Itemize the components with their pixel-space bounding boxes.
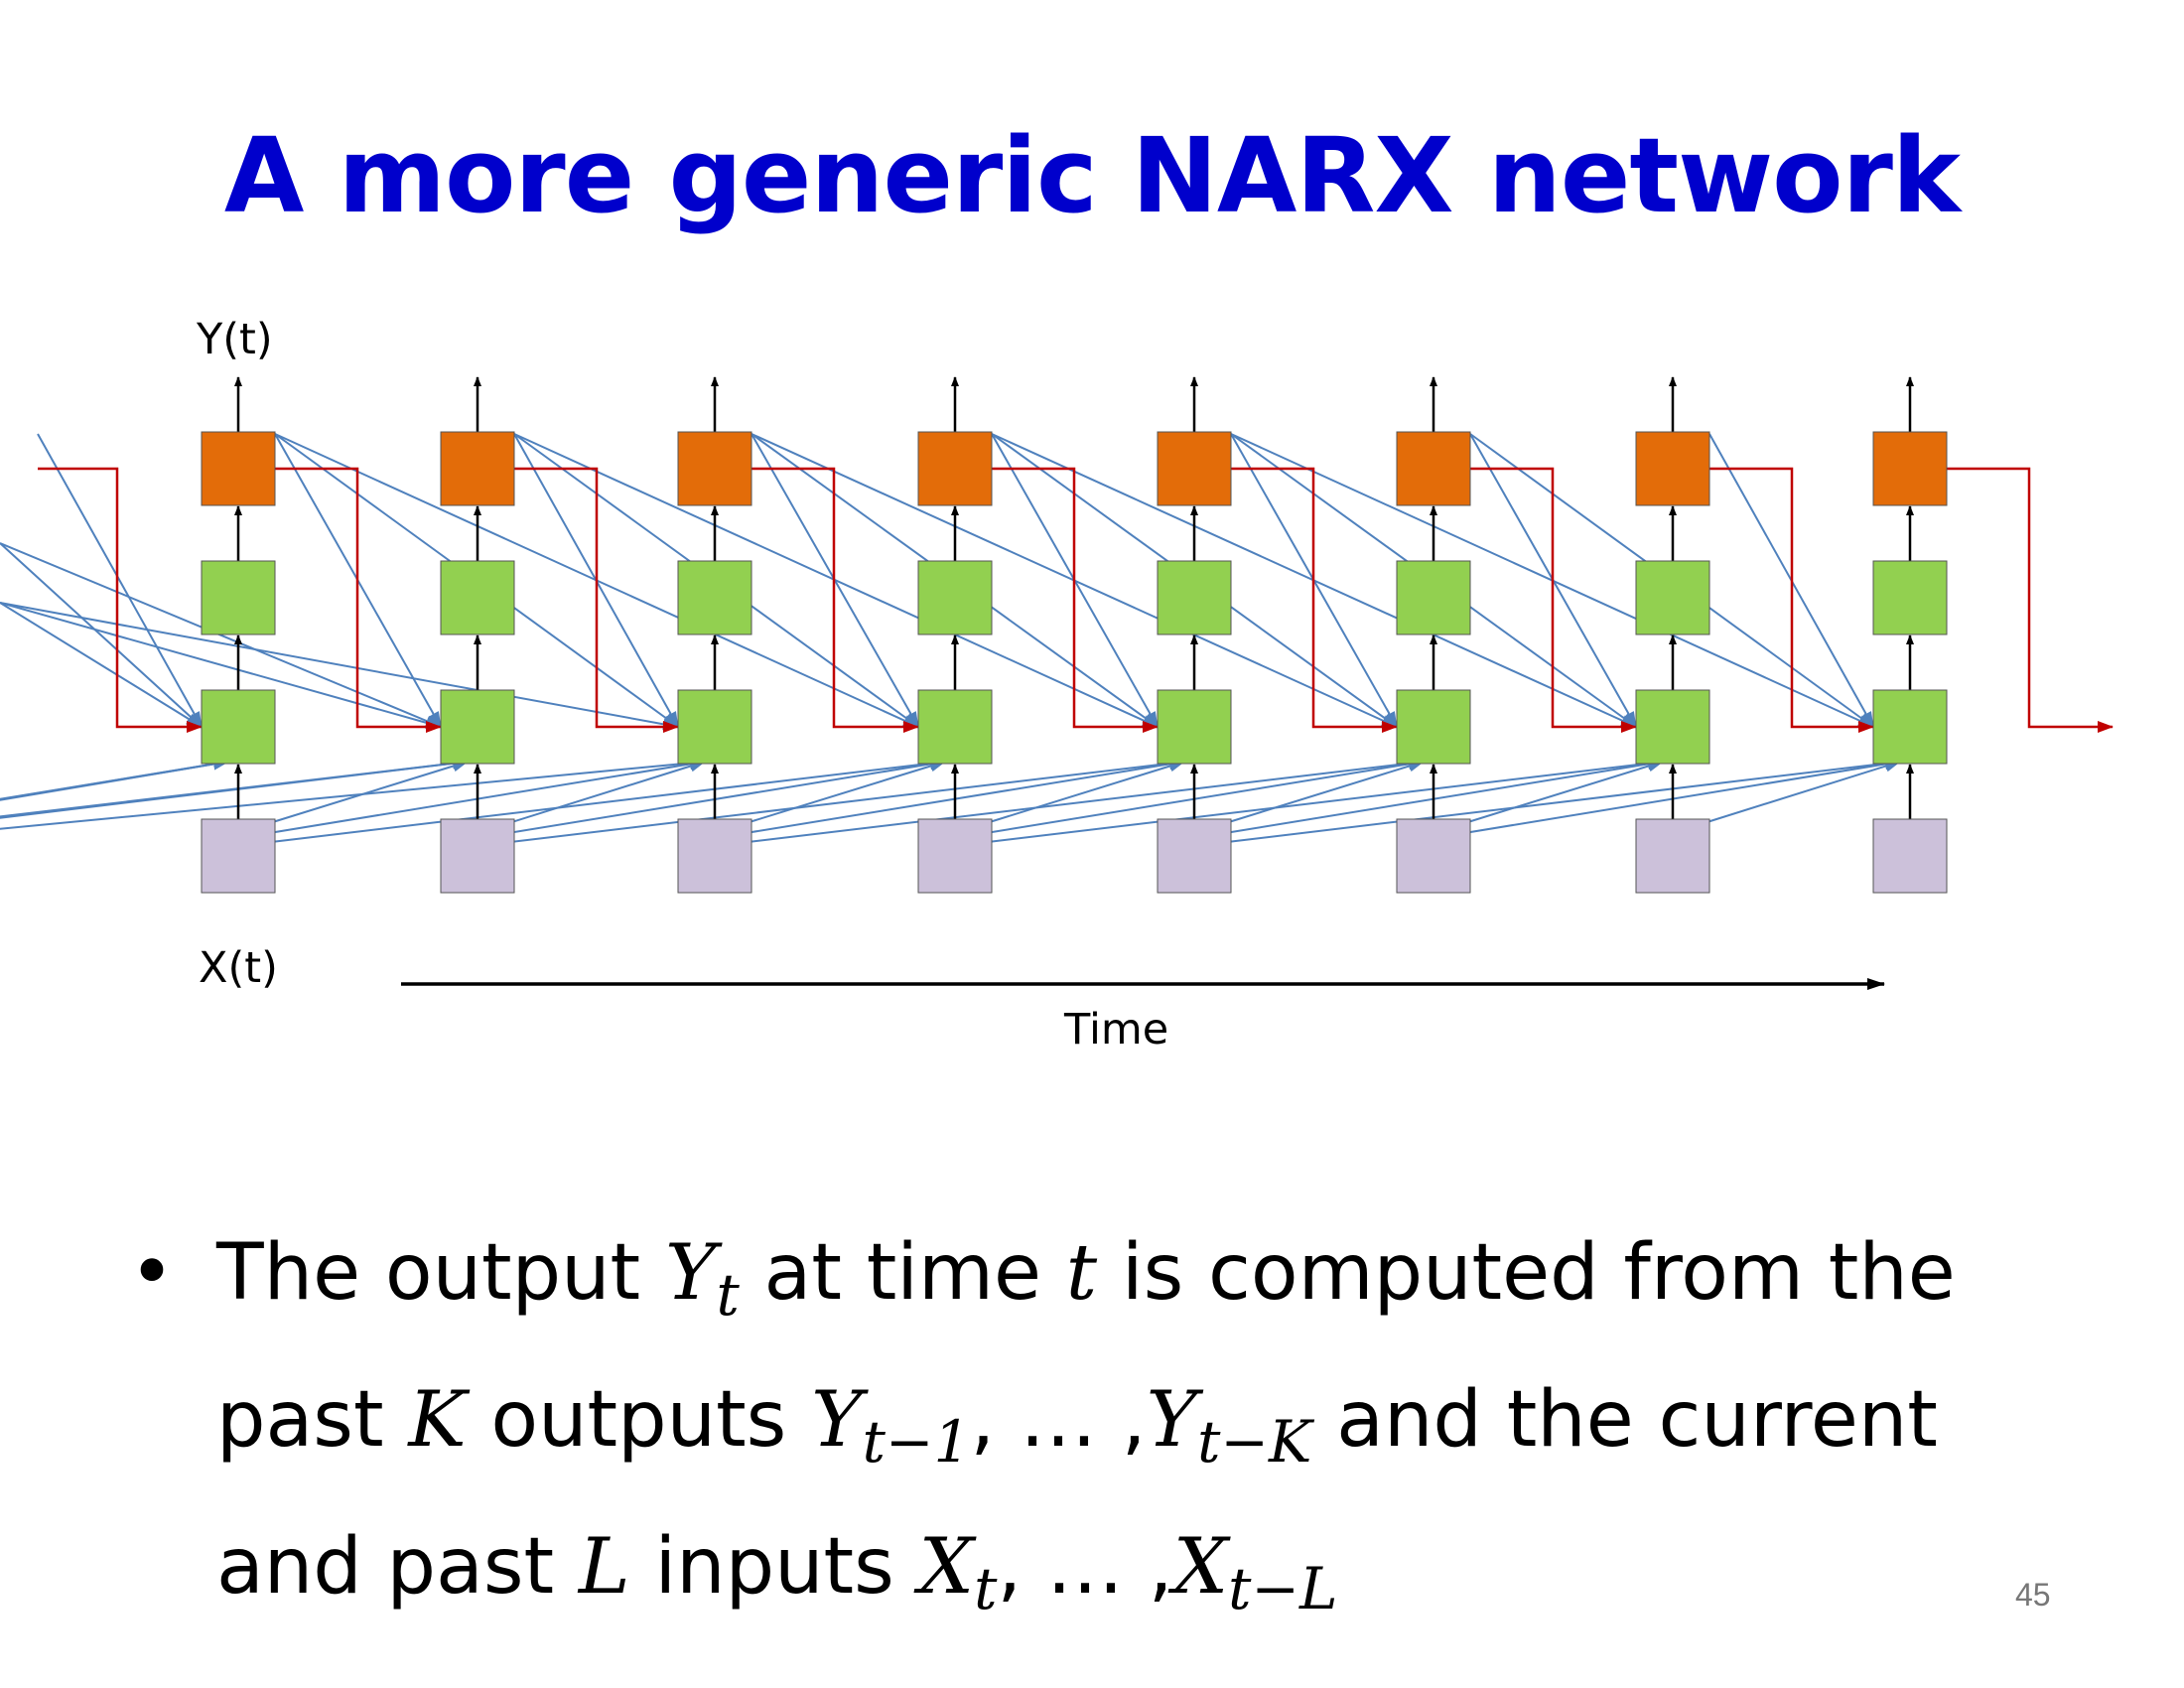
feedback-connection bbox=[1231, 467, 1398, 733]
output-node bbox=[1635, 431, 1710, 506]
output-node bbox=[1872, 431, 1948, 506]
hidden-node bbox=[201, 689, 276, 765]
hidden-node bbox=[677, 689, 752, 765]
bullet-item: The output Yt at time t is computed from… bbox=[129, 1199, 2105, 1640]
input-delay-connection bbox=[1457, 758, 1901, 835]
input-node bbox=[1872, 818, 1948, 894]
input-delay-connection bbox=[1218, 757, 1901, 844]
output-node bbox=[677, 431, 752, 506]
input-delay-connection bbox=[262, 757, 946, 844]
input-delay-connection bbox=[739, 758, 1185, 835]
output-delay-connection bbox=[0, 602, 203, 728]
hidden-node bbox=[1157, 560, 1232, 635]
input-delay-connection bbox=[262, 758, 706, 835]
output-label: Y(t) bbox=[197, 315, 273, 364]
page-title: A more generic NARX network bbox=[223, 115, 1961, 236]
output-node bbox=[201, 431, 276, 506]
input-delay-connection bbox=[0, 757, 706, 830]
input-delay-connection bbox=[501, 760, 706, 826]
feedback-connection bbox=[275, 467, 442, 733]
feedback-connection bbox=[1709, 467, 1874, 733]
input-node bbox=[917, 818, 993, 894]
hidden-node bbox=[917, 560, 993, 635]
input-delay-connection bbox=[739, 757, 1425, 844]
input-node bbox=[1635, 818, 1710, 894]
hidden-node bbox=[1396, 689, 1471, 765]
hidden-node bbox=[1872, 689, 1948, 765]
input-delay-connection bbox=[1218, 758, 1664, 835]
input-delay-connection bbox=[0, 758, 229, 800]
output-delay-connection bbox=[37, 433, 203, 728]
input-delay-connection bbox=[1697, 760, 1901, 826]
input-delay-connection bbox=[979, 760, 1185, 826]
feedback-connection bbox=[992, 467, 1159, 733]
input-node bbox=[677, 818, 752, 894]
output-node bbox=[440, 431, 515, 506]
output-delay-connection bbox=[0, 602, 442, 729]
feedback-connection bbox=[1947, 467, 2114, 733]
output-delay-connection bbox=[0, 542, 203, 728]
hidden-node bbox=[440, 560, 515, 635]
input-label: X(t) bbox=[199, 943, 278, 993]
input-node bbox=[201, 818, 276, 894]
input-delay-connection bbox=[739, 760, 946, 826]
feedback-connection bbox=[1470, 467, 1637, 733]
output-delay-connection bbox=[0, 602, 679, 731]
input-node bbox=[1157, 818, 1232, 894]
bullet-list: The output Yt at time t is computed from… bbox=[129, 1199, 2105, 1640]
hidden-node bbox=[1635, 689, 1710, 765]
feedback-connection bbox=[38, 467, 203, 733]
input-delay-connection bbox=[501, 757, 1185, 844]
hidden-node bbox=[440, 689, 515, 765]
input-delay-connection bbox=[501, 758, 946, 835]
hidden-node bbox=[1396, 560, 1471, 635]
hidden-node bbox=[1872, 560, 1948, 635]
input-delay-connection bbox=[0, 758, 229, 801]
output-node bbox=[917, 431, 993, 506]
input-delay-connection bbox=[1218, 760, 1425, 826]
output-node bbox=[1157, 431, 1232, 506]
input-delay-connection bbox=[0, 757, 469, 819]
input-node bbox=[440, 818, 515, 894]
hidden-node bbox=[1157, 689, 1232, 765]
output-delay-connection bbox=[513, 433, 1159, 728]
hidden-node bbox=[1635, 560, 1710, 635]
output-node bbox=[1396, 431, 1471, 506]
feedback-connection bbox=[514, 467, 679, 733]
feedback-connection bbox=[751, 467, 919, 733]
input-delay-connection bbox=[979, 757, 1664, 844]
input-node bbox=[1396, 818, 1471, 894]
page-number: 45 bbox=[2015, 1577, 2051, 1613]
hidden-node bbox=[917, 689, 993, 765]
input-delay-connection bbox=[1457, 760, 1664, 826]
hidden-node bbox=[201, 560, 276, 635]
time-label: Time bbox=[1064, 1005, 1169, 1055]
input-delay-connection bbox=[979, 758, 1425, 835]
hidden-node bbox=[677, 560, 752, 635]
